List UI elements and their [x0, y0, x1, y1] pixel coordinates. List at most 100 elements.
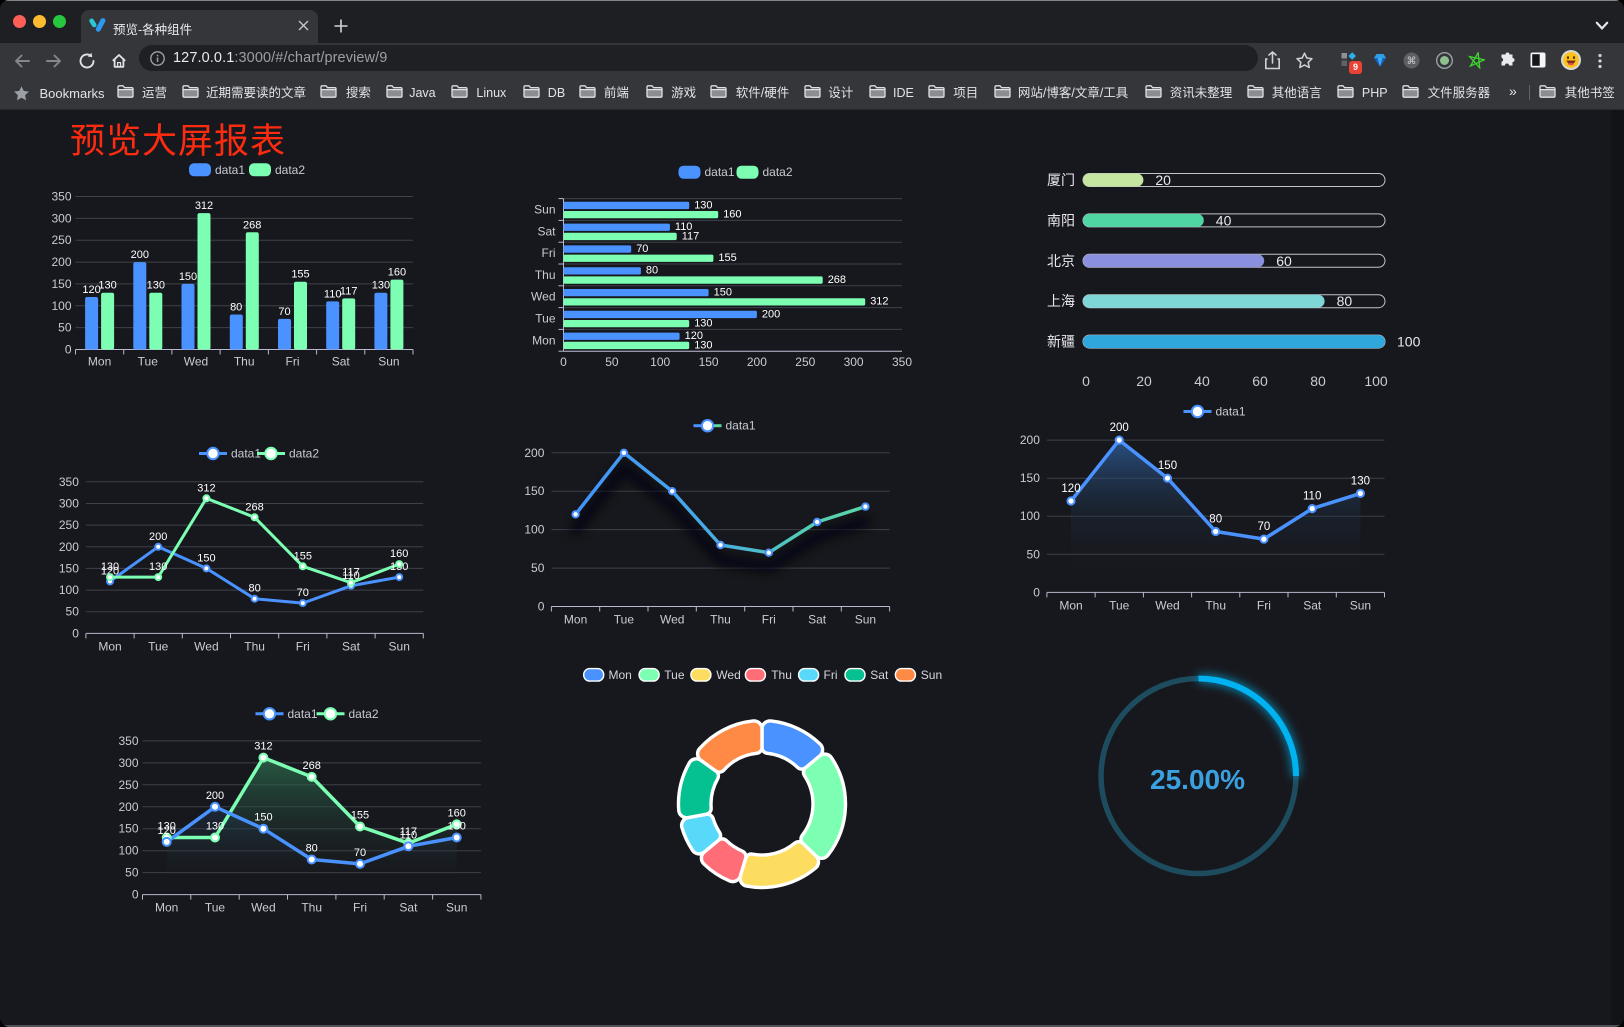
- svg-text:50: 50: [58, 321, 72, 335]
- svg-text:200: 200: [1110, 422, 1129, 434]
- svg-text:200: 200: [1020, 433, 1040, 447]
- svg-text:120: 120: [82, 284, 100, 296]
- svg-text:130: 130: [149, 561, 167, 573]
- svg-text:130: 130: [448, 821, 466, 833]
- svg-text:data1: data1: [215, 163, 245, 177]
- svg-text:300: 300: [118, 756, 138, 770]
- svg-text:Sun: Sun: [534, 203, 555, 217]
- svg-text:Wed: Wed: [184, 355, 208, 369]
- svg-text:Sat: Sat: [537, 224, 556, 238]
- svg-text:160: 160: [388, 267, 406, 279]
- svg-text:117: 117: [342, 567, 360, 579]
- svg-text:Sat: Sat: [399, 901, 418, 915]
- svg-text:Sat: Sat: [808, 613, 827, 627]
- svg-text:0: 0: [1033, 585, 1040, 599]
- svg-text:50: 50: [125, 866, 139, 880]
- svg-text:130: 130: [147, 280, 165, 292]
- svg-text:100: 100: [59, 583, 79, 597]
- svg-text:110: 110: [1303, 491, 1321, 503]
- svg-text:117: 117: [682, 230, 700, 242]
- svg-text:Sun: Sun: [1350, 598, 1371, 612]
- svg-text:150: 150: [254, 812, 272, 824]
- svg-text:Mon: Mon: [609, 668, 632, 682]
- svg-text:312: 312: [195, 200, 213, 212]
- svg-text:40: 40: [1216, 212, 1232, 228]
- svg-text:data2: data2: [275, 163, 305, 177]
- svg-text:130: 130: [1351, 475, 1370, 487]
- svg-text:Fri: Fri: [542, 246, 556, 260]
- svg-text:130: 130: [694, 339, 712, 351]
- svg-text:40: 40: [1194, 373, 1210, 389]
- svg-text:130: 130: [372, 280, 390, 292]
- svg-text:120: 120: [101, 565, 119, 577]
- svg-text:0: 0: [72, 626, 79, 640]
- svg-text:50: 50: [66, 605, 80, 619]
- svg-text:130: 130: [694, 199, 712, 211]
- svg-text:130: 130: [98, 280, 116, 292]
- svg-text:150: 150: [714, 287, 732, 299]
- svg-text:80: 80: [306, 843, 318, 855]
- svg-text:200: 200: [51, 255, 71, 269]
- svg-text:110: 110: [400, 829, 418, 841]
- svg-text:250: 250: [51, 233, 71, 247]
- svg-text:100: 100: [118, 844, 138, 858]
- svg-text:Wed: Wed: [251, 901, 275, 915]
- svg-text:150: 150: [1020, 471, 1040, 485]
- svg-text:80: 80: [1337, 293, 1353, 309]
- svg-text:Wed: Wed: [194, 639, 218, 653]
- svg-text:155: 155: [718, 252, 736, 264]
- svg-text:Wed: Wed: [660, 613, 684, 627]
- svg-text:100: 100: [1020, 509, 1040, 523]
- svg-text:25.00%: 25.00%: [1150, 764, 1245, 795]
- svg-text:Mon: Mon: [564, 613, 587, 627]
- svg-text:350: 350: [51, 190, 71, 204]
- svg-text:60: 60: [1252, 373, 1268, 389]
- svg-text:250: 250: [118, 778, 138, 792]
- svg-text:Sat: Sat: [342, 639, 361, 653]
- svg-text:Sun: Sun: [378, 355, 399, 369]
- svg-text:80: 80: [248, 583, 260, 595]
- svg-text:厦门: 厦门: [1047, 172, 1075, 188]
- svg-text:312: 312: [254, 741, 272, 753]
- svg-text:Fri: Fri: [296, 639, 310, 653]
- svg-text:200: 200: [149, 531, 167, 543]
- svg-text:0: 0: [1082, 373, 1090, 389]
- svg-text:200: 200: [118, 800, 138, 814]
- svg-text:50: 50: [531, 561, 545, 575]
- svg-text:160: 160: [390, 548, 408, 560]
- svg-text:150: 150: [118, 822, 138, 836]
- svg-text:⌘: ⌘: [1407, 56, 1417, 67]
- svg-text:150: 150: [59, 561, 79, 575]
- svg-text:70: 70: [278, 306, 290, 318]
- svg-text:data2: data2: [763, 165, 793, 179]
- svg-text:Fri: Fri: [1257, 598, 1271, 612]
- svg-text:data1: data1: [726, 419, 756, 433]
- svg-text:80: 80: [1310, 373, 1326, 389]
- svg-text:Sat: Sat: [332, 355, 351, 369]
- svg-text:Thu: Thu: [535, 268, 556, 282]
- svg-text:南阳: 南阳: [1047, 212, 1075, 228]
- svg-text:Fri: Fri: [286, 355, 300, 369]
- svg-text:Wed: Wed: [531, 290, 555, 304]
- svg-text:120: 120: [685, 330, 703, 342]
- svg-text:268: 268: [243, 219, 261, 231]
- svg-text:200: 200: [206, 790, 224, 802]
- svg-text:Mon: Mon: [532, 333, 555, 347]
- svg-text:0: 0: [132, 888, 139, 902]
- svg-text:100: 100: [524, 523, 544, 537]
- svg-text:150: 150: [699, 355, 719, 369]
- svg-text:50: 50: [1027, 547, 1041, 561]
- svg-text:150: 150: [1158, 460, 1177, 472]
- svg-text:200: 200: [762, 308, 780, 320]
- svg-text:上海: 上海: [1047, 293, 1075, 309]
- svg-text:80: 80: [646, 265, 658, 277]
- svg-text:Sun: Sun: [389, 639, 410, 653]
- svg-text:200: 200: [524, 446, 544, 460]
- svg-text:268: 268: [828, 274, 846, 286]
- svg-text:160: 160: [723, 209, 741, 221]
- svg-text:268: 268: [245, 501, 263, 513]
- svg-text:70: 70: [1258, 521, 1271, 533]
- svg-text:70: 70: [297, 587, 309, 599]
- svg-text:300: 300: [51, 211, 71, 225]
- svg-text:117: 117: [340, 285, 358, 297]
